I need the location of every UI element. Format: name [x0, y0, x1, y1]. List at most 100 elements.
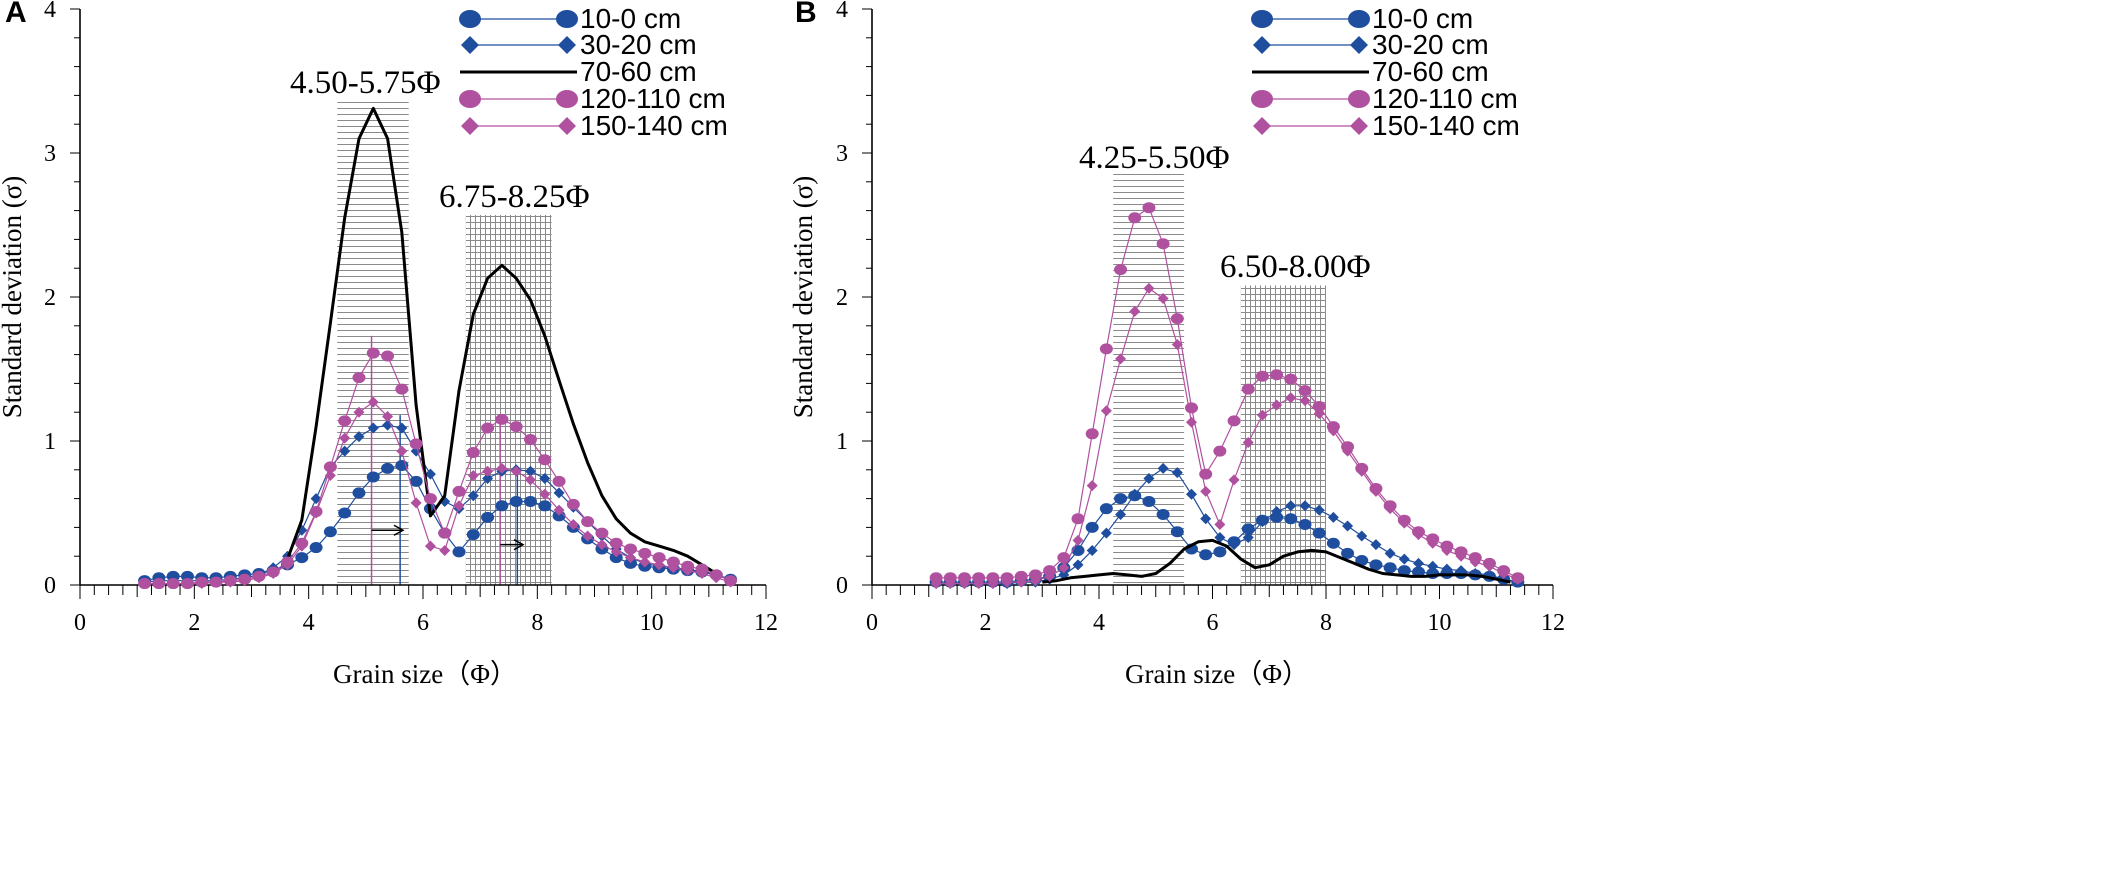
data-point	[1413, 557, 1425, 569]
y-tick-label: 3	[836, 141, 848, 167]
legend-item: 150-140 cm	[1253, 110, 1520, 141]
data-point	[1312, 400, 1326, 412]
data-point	[1355, 555, 1369, 567]
data-point	[625, 552, 637, 564]
legend-label: 150-140 cm	[1372, 110, 1520, 141]
shaded-band	[1113, 171, 1185, 585]
data-point	[1384, 547, 1396, 559]
data-point	[1014, 570, 1028, 582]
data-point	[609, 537, 623, 549]
data-point	[1099, 343, 1113, 355]
data-point	[509, 495, 523, 507]
data-point	[1128, 212, 1142, 224]
data-point	[452, 485, 466, 497]
data-point	[1313, 504, 1325, 516]
legend-marker	[1350, 36, 1368, 54]
data-point	[381, 350, 395, 362]
data-point	[1170, 526, 1184, 538]
data-point	[567, 519, 579, 531]
data-point	[1156, 508, 1170, 520]
data-point	[296, 540, 308, 552]
data-point	[1427, 537, 1439, 549]
data-point	[1142, 202, 1156, 214]
x-tick-label: 6	[1207, 610, 1219, 636]
legend-marker	[459, 10, 481, 28]
band-label: 4.50-5.75Φ	[290, 65, 441, 101]
data-point	[959, 578, 971, 590]
data-point	[1256, 516, 1268, 528]
data-point	[366, 471, 380, 483]
data-point	[1186, 488, 1198, 500]
legend-label: 70-60 cm	[580, 56, 697, 87]
data-point	[1115, 353, 1127, 365]
data-point	[1270, 369, 1284, 381]
data-point	[366, 347, 380, 359]
x-tick-label: 10	[640, 610, 664, 636]
x-tick-label: 4	[1093, 610, 1105, 636]
data-point	[239, 575, 251, 587]
legend-item: 70-60 cm	[460, 56, 697, 87]
data-point	[481, 511, 495, 523]
arrow-head	[393, 524, 405, 536]
data-point	[410, 497, 422, 509]
data-point	[581, 516, 595, 528]
data-point	[958, 572, 972, 584]
y-tick-label: 1	[44, 429, 56, 455]
data-point	[1214, 519, 1226, 531]
data-point	[725, 576, 737, 588]
data-point	[710, 572, 722, 584]
data-point	[338, 415, 352, 427]
band-label: 6.75-8.25Φ	[439, 179, 590, 215]
x-tick-label: 4	[303, 610, 315, 636]
data-point	[1398, 553, 1410, 565]
data-point	[1100, 405, 1112, 417]
legend-marker	[461, 36, 479, 54]
series-line	[1042, 538, 1511, 584]
series-line	[286, 106, 718, 575]
data-point	[1114, 493, 1128, 505]
arrow-head	[513, 539, 525, 551]
data-point	[552, 475, 566, 487]
legend-marker	[1251, 90, 1273, 108]
data-point	[1001, 576, 1013, 588]
data-point	[987, 578, 999, 590]
data-point	[381, 462, 395, 474]
data-point	[438, 527, 452, 539]
data-point	[1143, 472, 1155, 484]
legend-marker	[1348, 10, 1370, 28]
y-axis-title: Standard deviation (σ)	[0, 176, 27, 419]
data-point	[539, 488, 551, 500]
data-point	[396, 445, 408, 457]
data-point	[167, 578, 179, 590]
y-tick-label: 2	[836, 285, 848, 311]
data-point	[282, 559, 294, 571]
data-point	[973, 578, 985, 590]
data-point	[1228, 474, 1240, 486]
series-150-140-cm	[930, 282, 1524, 590]
data-point	[1299, 500, 1311, 512]
data-point	[609, 552, 623, 564]
data-point	[596, 539, 608, 551]
legend-item: 10-0 cm	[459, 3, 681, 34]
data-point	[1157, 462, 1169, 474]
data-point	[482, 472, 494, 484]
shaded-band	[465, 214, 552, 586]
data-point	[1171, 467, 1183, 479]
series-70-60-cm	[286, 106, 718, 575]
legend-item: 30-20 cm	[461, 29, 697, 60]
legend-marker	[558, 36, 576, 54]
data-point	[1285, 500, 1297, 512]
data-point	[482, 465, 494, 477]
data-point	[652, 552, 666, 564]
shaded-band	[1240, 285, 1326, 585]
x-tick-label: 12	[1541, 610, 1565, 636]
legend-item: 120-110 cm	[459, 83, 726, 114]
data-point	[666, 556, 680, 568]
arrows	[371, 524, 525, 551]
data-point	[424, 468, 436, 480]
data-point	[1227, 415, 1241, 427]
data-point	[1469, 556, 1481, 568]
